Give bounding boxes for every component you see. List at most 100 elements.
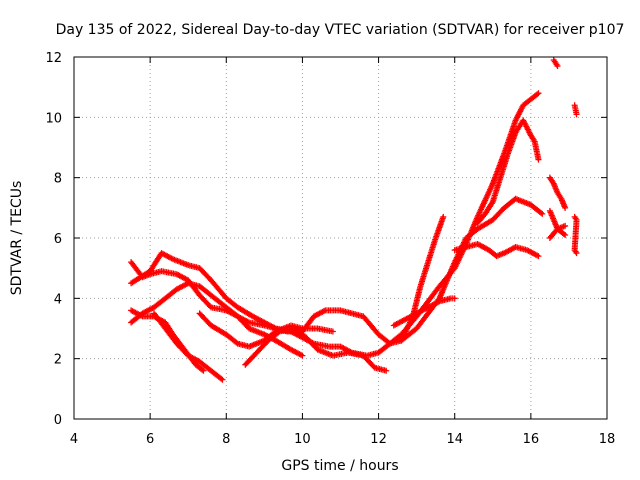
x-tick-label: 10 (294, 432, 311, 447)
data-point (159, 297, 166, 304)
series-track-1 (128, 90, 542, 359)
x-tick-label: 14 (446, 432, 463, 447)
data-point (522, 246, 529, 253)
series-track-14 (546, 222, 569, 241)
data-point (220, 302, 227, 309)
data-point (320, 308, 327, 315)
data-point (439, 215, 446, 222)
series-track-16 (571, 102, 580, 257)
data-point (451, 260, 458, 267)
data-point (298, 351, 305, 358)
data-point (183, 261, 190, 268)
axis-ticks (73, 56, 608, 420)
series-track-13 (546, 207, 569, 238)
data-point (572, 248, 579, 255)
data-point (251, 352, 258, 359)
data-point (472, 227, 479, 234)
data-point (381, 367, 388, 374)
data-point (290, 325, 297, 332)
series-track-5 (150, 310, 226, 383)
data-point (145, 271, 152, 278)
data-point (549, 179, 556, 186)
data-point (530, 136, 537, 143)
data-point (221, 292, 228, 299)
chart-title: Day 135 of 2022, Sidereal Day-to-day VTE… (56, 22, 625, 38)
tick-labels: 4 6 8 10 12 14 16 18 0 2 4 6 8 10 12 (45, 51, 615, 447)
y-axis-label: SDTVAR / TECUs (9, 181, 25, 296)
data-point (461, 244, 468, 251)
grid-lines (74, 57, 607, 419)
data-point (557, 194, 564, 201)
data-point (572, 215, 579, 222)
data-point (512, 130, 519, 137)
data-point (571, 245, 578, 252)
data-point (275, 329, 282, 336)
y-tick-label: 12 (45, 51, 62, 66)
data-point (538, 209, 545, 216)
series-track-10 (451, 241, 542, 260)
data-point (498, 207, 505, 214)
data-point (535, 154, 542, 161)
y-tick-label: 2 (54, 353, 62, 368)
y-tick-label: 6 (54, 232, 62, 247)
data-points (128, 57, 580, 383)
data-point (560, 230, 567, 237)
data-point (171, 288, 178, 295)
data-point (534, 252, 541, 259)
data-point (347, 309, 354, 316)
data-point (172, 270, 179, 277)
y-tick-label: 8 (54, 172, 62, 187)
data-point (197, 365, 204, 372)
data-point (205, 301, 212, 308)
data-point (417, 284, 424, 291)
data-point (335, 343, 342, 350)
data-point (244, 318, 251, 325)
data-point (489, 182, 496, 189)
data-point (527, 130, 534, 137)
x-tick-label: 6 (146, 432, 154, 447)
data-point (553, 188, 560, 195)
series-track-11 (474, 117, 542, 226)
x-tick-label: 8 (222, 432, 230, 447)
data-point (432, 236, 439, 243)
data-point (550, 215, 557, 222)
series-track-4 (128, 307, 207, 374)
x-tick-label: 4 (70, 432, 78, 447)
x-tick-label: 12 (370, 432, 387, 447)
data-point (328, 328, 335, 335)
data-point (232, 311, 239, 318)
data-point (373, 328, 380, 335)
data-point (138, 312, 145, 319)
data-point (534, 91, 541, 98)
data-point (232, 338, 239, 345)
data-point (243, 323, 250, 330)
data-point (262, 339, 269, 346)
data-point (496, 176, 503, 183)
data-point (536, 208, 543, 215)
plot-frame (73, 56, 608, 420)
series-track-6 (196, 310, 336, 350)
y-tick-label: 0 (54, 413, 62, 428)
data-point (525, 98, 532, 105)
data-point (312, 344, 319, 351)
data-point (218, 375, 225, 382)
x-tick-label: 18 (599, 432, 616, 447)
data-point (205, 365, 212, 372)
data-point (369, 362, 376, 369)
data-point (504, 152, 511, 159)
y-tick-label: 10 (45, 111, 62, 126)
data-point (274, 330, 281, 337)
data-point (510, 197, 517, 204)
data-point (532, 92, 539, 99)
data-point (205, 320, 212, 327)
series-track-15 (550, 57, 561, 70)
x-axis-label: GPS time / hours (281, 458, 398, 474)
series-track-9 (398, 213, 447, 344)
data-point (491, 251, 498, 258)
data-point (411, 327, 418, 334)
series-track-8 (390, 295, 458, 329)
data-point (435, 299, 442, 306)
data-point (488, 200, 495, 207)
data-point (300, 332, 307, 339)
